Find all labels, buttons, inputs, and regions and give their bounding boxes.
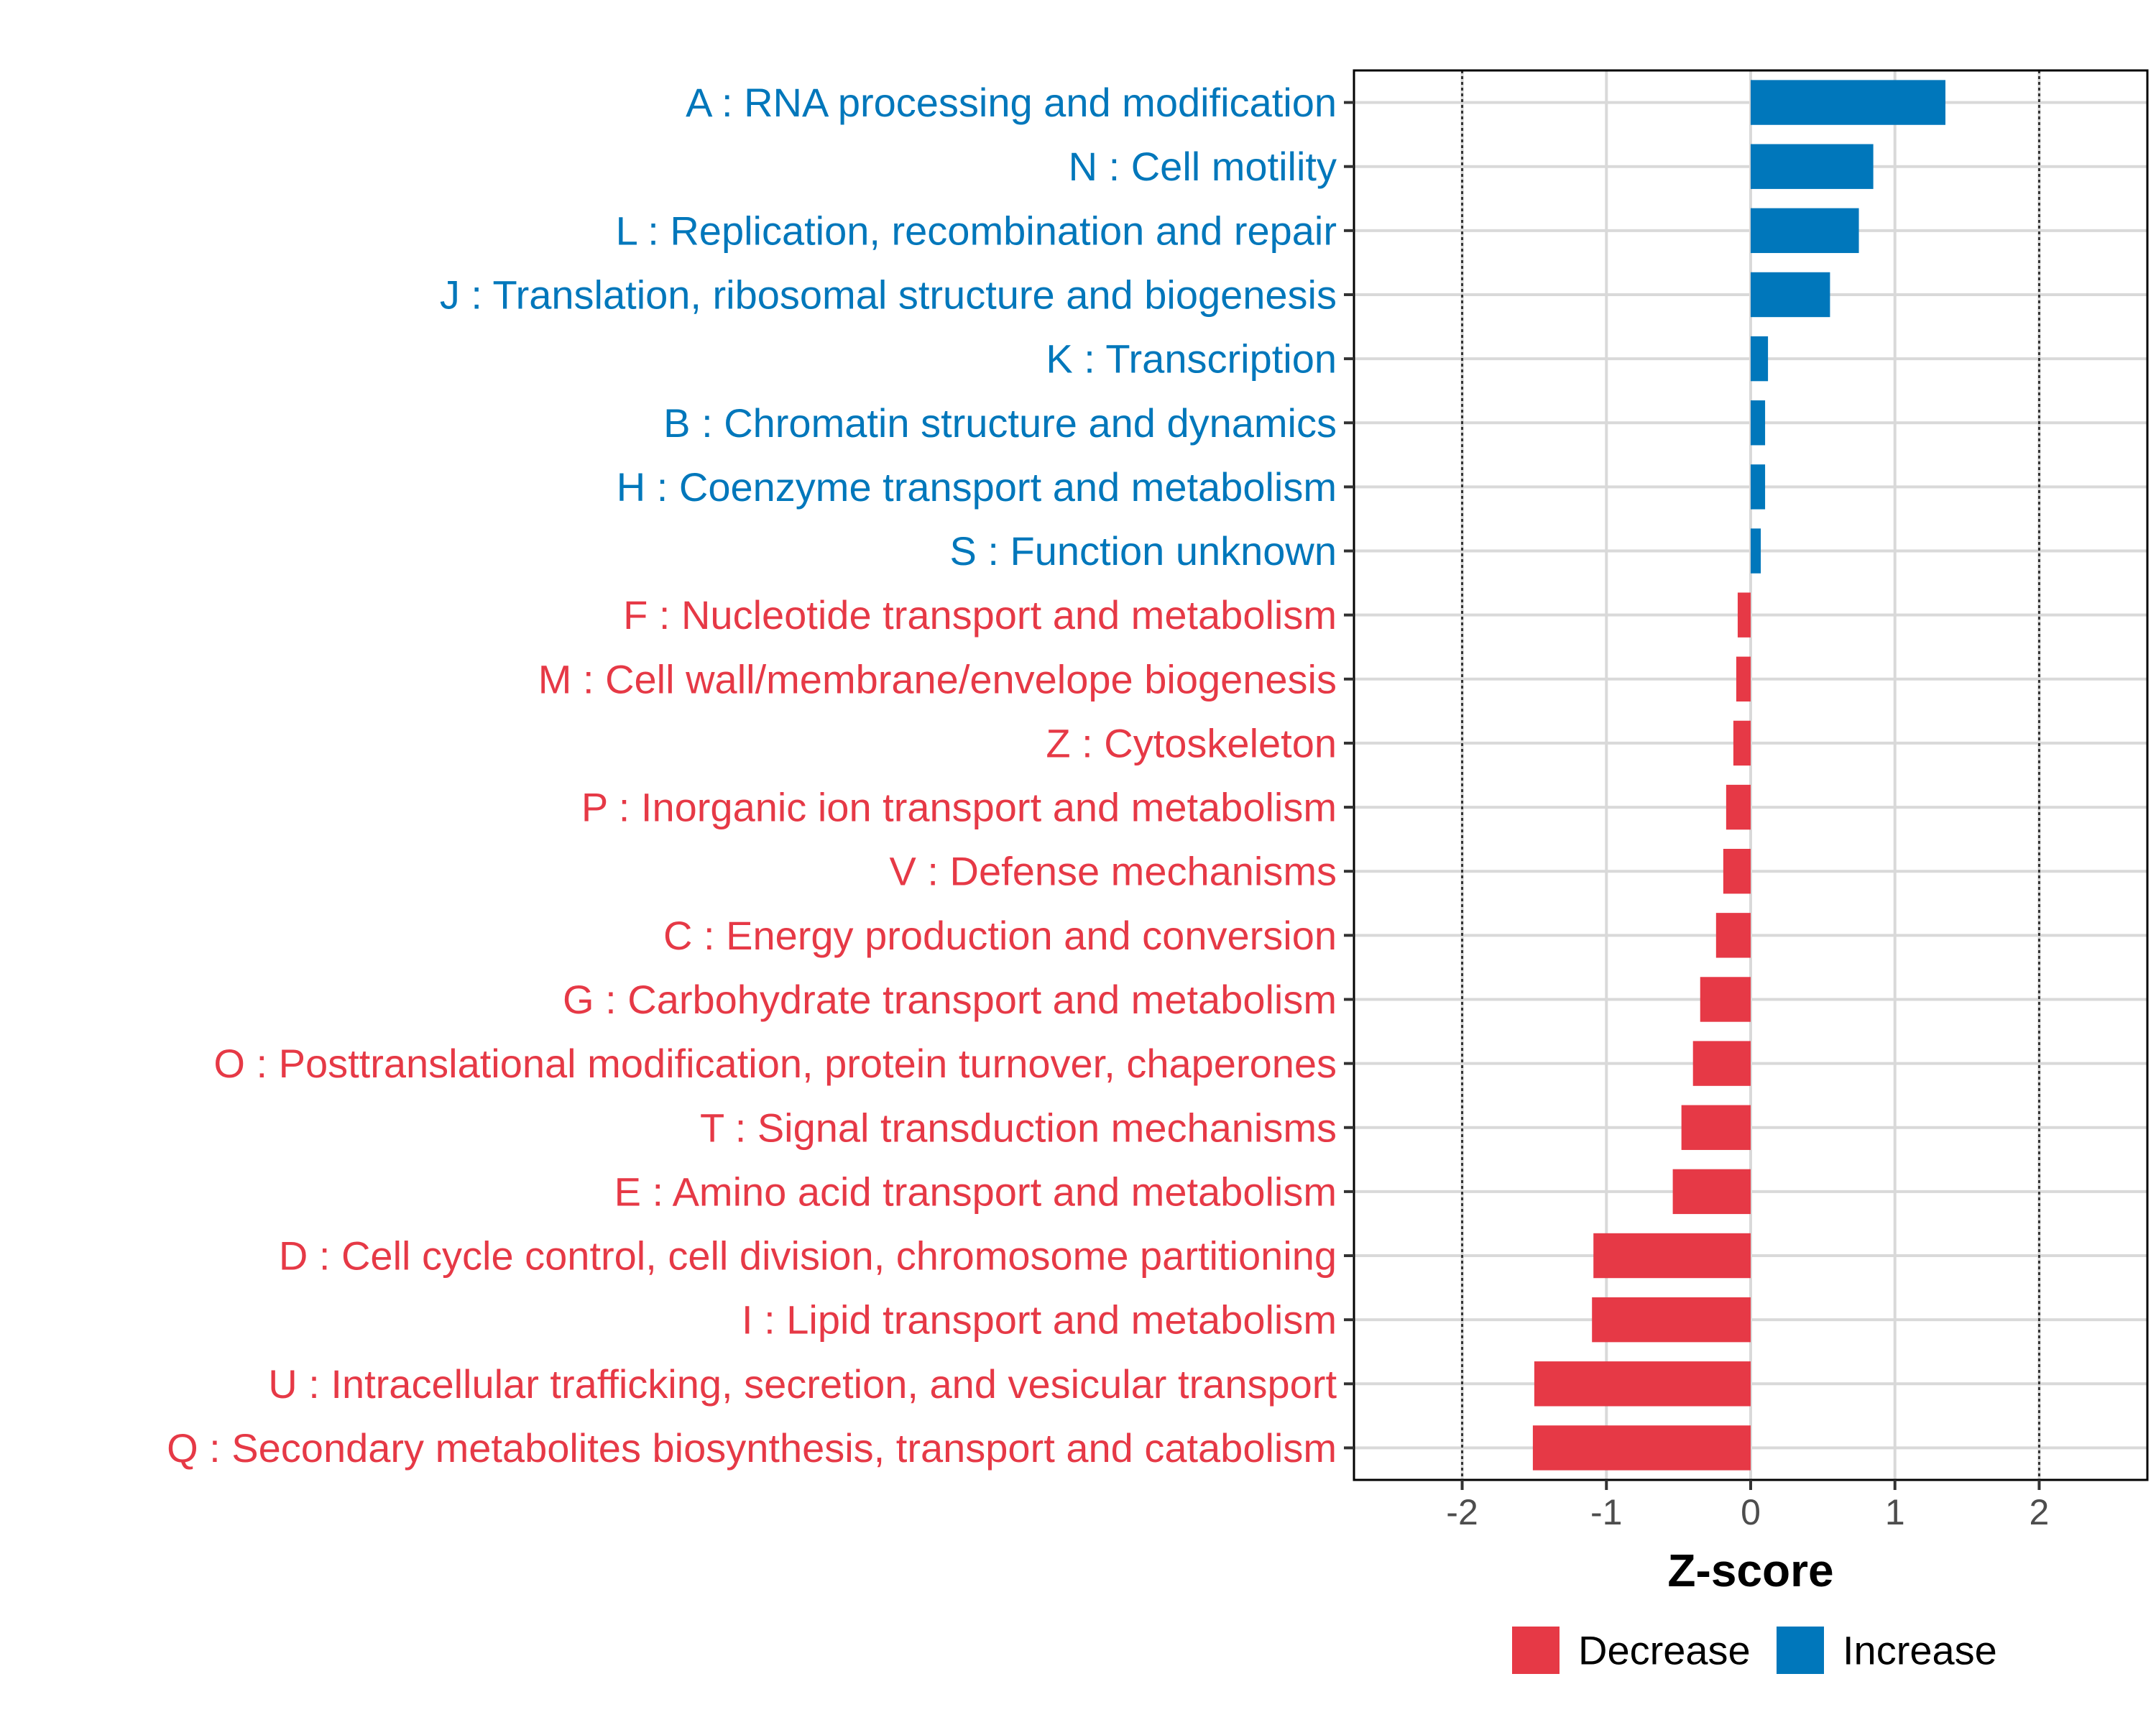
bar-decrease (1726, 784, 1751, 830)
x-axis-title: Z-score (1667, 1545, 1833, 1596)
bar-layer (1532, 80, 1945, 1471)
bar-increase (1751, 336, 1769, 382)
legend-swatch-decrease (1512, 1627, 1560, 1674)
category-label: F : Nucleotide transport and metabolism (623, 592, 1337, 638)
category-label: G : Carbohydrate transport and metabolis… (563, 977, 1337, 1022)
category-label: K : Transcription (1046, 336, 1337, 382)
bar-decrease (1737, 592, 1751, 638)
bar-decrease (1593, 1233, 1751, 1279)
category-label: H : Coenzyme transport and metabolism (617, 464, 1337, 510)
category-label: E : Amino acid transport and metabolism (614, 1169, 1337, 1214)
y-axis: A : RNA processing and modification N : C… (167, 80, 1354, 1471)
category-label: T : Signal transduction mechanisms (700, 1105, 1337, 1150)
category-label: N : Cell motility (1069, 144, 1337, 189)
category-label: Z : Cytoskeleton (1046, 720, 1337, 765)
bar-increase (1751, 400, 1766, 446)
legend-swatch-increase (1777, 1627, 1824, 1674)
bar-increase (1751, 208, 1859, 254)
category-label: U : Intracellular trafficking, secretion… (268, 1361, 1337, 1407)
bar-decrease (1733, 720, 1751, 766)
bar-increase (1751, 272, 1830, 318)
legend: Decrease Increase (1512, 1627, 1997, 1674)
category-label: Q : Secondary metabolites biosynthesis, … (167, 1425, 1337, 1471)
category-label: P : Inorganic ion transport and metaboli… (581, 785, 1337, 830)
category-label: C : Energy production and conversion (663, 913, 1337, 958)
legend-label-increase: Increase (1843, 1628, 1997, 1673)
x-tick-label: -2 (1446, 1492, 1478, 1532)
bar-decrease (1736, 656, 1751, 702)
category-label: B : Chromatin structure and dynamics (663, 400, 1337, 446)
bar-increase (1751, 464, 1766, 510)
bar-decrease (1592, 1297, 1751, 1343)
bar-decrease (1534, 1361, 1751, 1407)
bar-decrease (1681, 1105, 1751, 1150)
category-label: M : Cell wall/membrane/envelope biogenes… (538, 656, 1337, 702)
bar-increase (1751, 528, 1761, 574)
bar-decrease (1700, 977, 1751, 1022)
category-label: L : Replication, recombination and repai… (616, 208, 1337, 253)
category-label: V : Defense mechanisms (890, 849, 1337, 894)
bar-decrease (1672, 1169, 1751, 1215)
bar-increase (1751, 80, 1945, 125)
x-tick-label: 1 (1885, 1492, 1905, 1532)
category-label: A : RNA processing and modification (686, 80, 1337, 125)
category-label: D : Cell cycle control, cell division, c… (279, 1233, 1337, 1279)
legend-label-decrease: Decrease (1578, 1628, 1751, 1673)
bar-increase (1751, 144, 1874, 189)
category-label: I : Lipid transport and metabolism (742, 1297, 1337, 1343)
category-label: O : Posttranslational modification, prot… (213, 1041, 1337, 1086)
x-tick-label: -1 (1590, 1492, 1622, 1532)
x-tick-label: 2 (2030, 1492, 2050, 1532)
bar-decrease (1532, 1425, 1751, 1471)
bar-decrease (1692, 1041, 1751, 1086)
category-label: J : Translation, ribosomal structure and… (440, 272, 1337, 317)
x-tick-label: 0 (1741, 1492, 1761, 1532)
bar-decrease (1723, 849, 1751, 894)
x-axis: -2 -1 0 1 2 (1446, 1480, 2049, 1532)
bar-decrease (1715, 913, 1751, 958)
category-label: S : Function unknown (949, 528, 1337, 574)
